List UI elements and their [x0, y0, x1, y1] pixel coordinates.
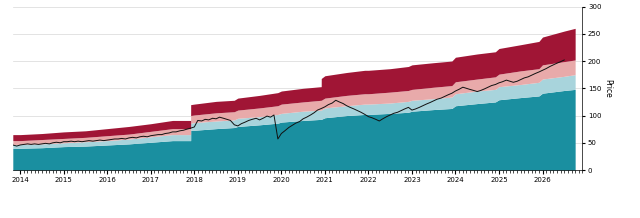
Y-axis label: Price: Price [604, 79, 612, 98]
